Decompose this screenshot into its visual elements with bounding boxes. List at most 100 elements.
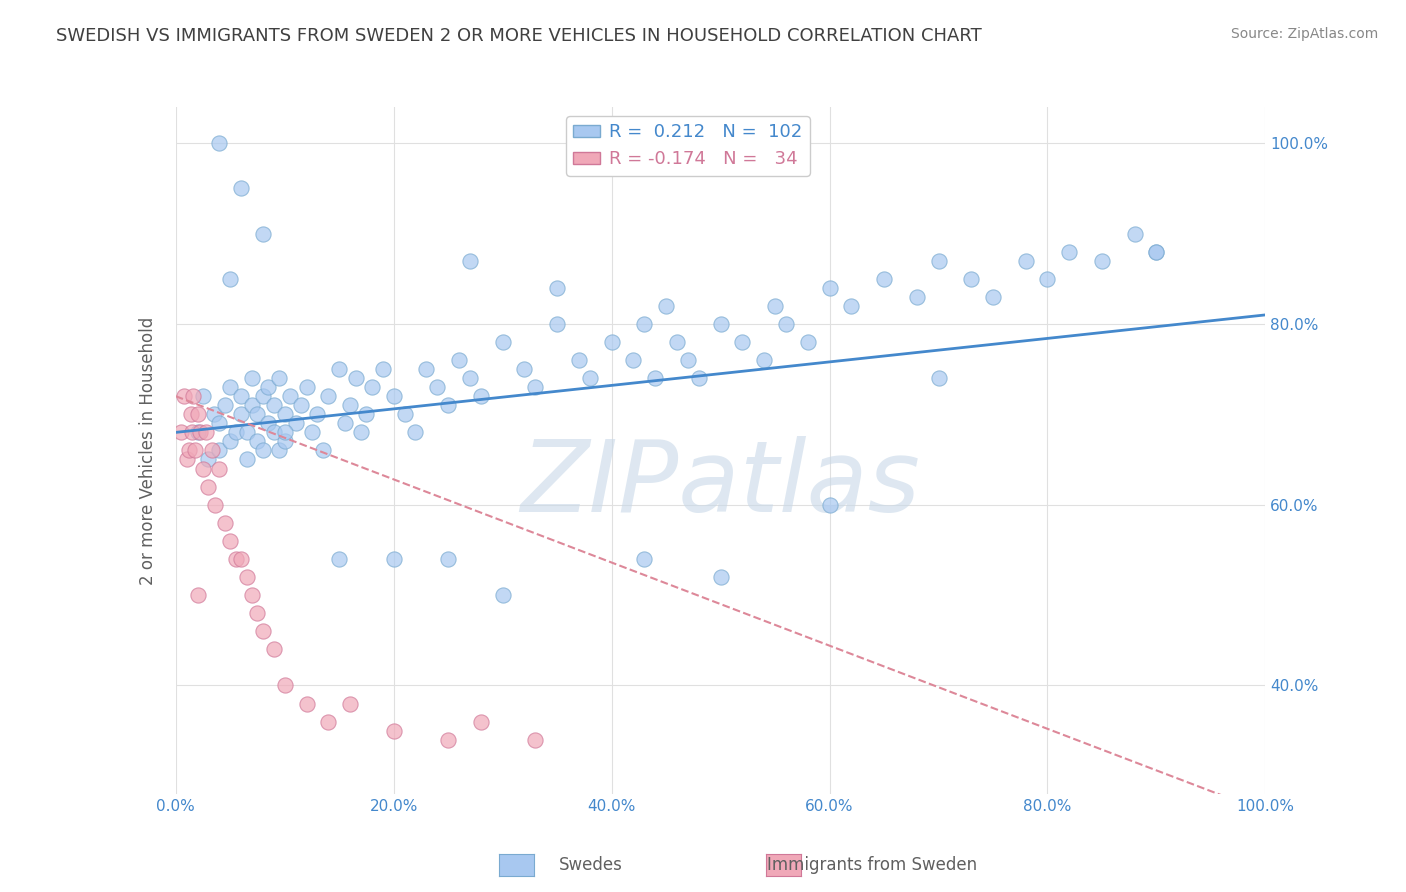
Point bbox=[231, 407, 253, 421]
Point bbox=[208, 136, 231, 151]
Point bbox=[382, 723, 405, 738]
Point bbox=[307, 407, 329, 421]
Point bbox=[818, 281, 841, 295]
Text: Source: ZipAtlas.com: Source: ZipAtlas.com bbox=[1230, 27, 1378, 41]
Point bbox=[333, 417, 356, 431]
Point bbox=[235, 425, 257, 440]
Point bbox=[1144, 244, 1167, 259]
Point bbox=[688, 371, 710, 385]
Point bbox=[252, 389, 274, 403]
Point bbox=[173, 389, 195, 403]
Point bbox=[437, 398, 460, 412]
Point bbox=[240, 588, 263, 602]
Point bbox=[492, 334, 515, 349]
Point bbox=[437, 552, 460, 566]
Point bbox=[284, 417, 307, 431]
Point bbox=[170, 425, 193, 440]
Point bbox=[180, 407, 202, 421]
Point bbox=[905, 290, 928, 304]
Point bbox=[214, 398, 236, 412]
Point bbox=[524, 732, 547, 747]
Point bbox=[763, 299, 786, 313]
Point bbox=[458, 371, 481, 385]
Point bbox=[492, 588, 515, 602]
Point bbox=[818, 498, 841, 512]
Point bbox=[568, 353, 591, 368]
Point bbox=[644, 371, 666, 385]
Point bbox=[579, 371, 602, 385]
Point bbox=[546, 317, 568, 331]
Point bbox=[633, 552, 655, 566]
Point bbox=[231, 552, 253, 566]
Point bbox=[470, 389, 492, 403]
Point bbox=[960, 271, 983, 285]
Y-axis label: 2 or more Vehicles in Household: 2 or more Vehicles in Household bbox=[139, 317, 157, 584]
Point bbox=[731, 334, 754, 349]
Point bbox=[339, 697, 361, 711]
Point bbox=[246, 606, 269, 620]
Point bbox=[274, 434, 297, 449]
Point bbox=[186, 588, 209, 602]
Point bbox=[1057, 244, 1080, 259]
Point bbox=[181, 425, 204, 440]
Point bbox=[426, 380, 449, 394]
Point bbox=[873, 271, 896, 285]
Point bbox=[1036, 271, 1059, 285]
Point bbox=[177, 443, 200, 458]
Point bbox=[655, 299, 678, 313]
Point bbox=[274, 425, 297, 440]
Point bbox=[328, 552, 350, 566]
Point bbox=[290, 398, 312, 412]
Point bbox=[204, 498, 226, 512]
Point bbox=[437, 732, 460, 747]
Text: SWEDISH VS IMMIGRANTS FROM SWEDEN 2 OR MORE VEHICLES IN HOUSEHOLD CORRELATION CH: SWEDISH VS IMMIGRANTS FROM SWEDEN 2 OR M… bbox=[56, 27, 981, 45]
Point bbox=[184, 443, 207, 458]
Point bbox=[796, 334, 818, 349]
Point bbox=[676, 353, 699, 368]
Point bbox=[470, 714, 492, 729]
Point bbox=[197, 452, 219, 467]
Point bbox=[524, 380, 547, 394]
Point bbox=[295, 697, 318, 711]
Point bbox=[339, 398, 361, 412]
Point bbox=[666, 334, 689, 349]
Point bbox=[219, 380, 242, 394]
Point bbox=[263, 425, 285, 440]
Point bbox=[274, 407, 297, 421]
Point bbox=[318, 714, 340, 729]
Point bbox=[278, 389, 301, 403]
Point bbox=[225, 552, 247, 566]
Point bbox=[219, 434, 242, 449]
Point bbox=[188, 425, 211, 440]
Point bbox=[208, 443, 231, 458]
Point bbox=[415, 362, 437, 376]
Point bbox=[775, 317, 797, 331]
Point bbox=[191, 389, 214, 403]
Point bbox=[246, 407, 269, 421]
Point bbox=[981, 290, 1004, 304]
Point bbox=[208, 461, 231, 475]
Point bbox=[382, 389, 405, 403]
Point bbox=[356, 407, 378, 421]
Point bbox=[328, 362, 350, 376]
Point bbox=[269, 443, 291, 458]
Text: Immigrants from Sweden: Immigrants from Sweden bbox=[766, 856, 977, 874]
Point bbox=[219, 533, 242, 548]
Point bbox=[371, 362, 394, 376]
Point bbox=[269, 371, 291, 385]
Point bbox=[754, 353, 776, 368]
Point bbox=[235, 570, 257, 584]
Point bbox=[246, 434, 269, 449]
Text: ZIPatlas: ZIPatlas bbox=[520, 436, 921, 533]
Point bbox=[841, 299, 863, 313]
Point bbox=[257, 380, 280, 394]
Point bbox=[405, 425, 427, 440]
Point bbox=[710, 317, 733, 331]
Point bbox=[274, 678, 297, 692]
Point bbox=[447, 353, 470, 368]
Point bbox=[263, 642, 285, 657]
Point bbox=[546, 281, 568, 295]
Point bbox=[240, 371, 263, 385]
Point bbox=[201, 443, 224, 458]
Point bbox=[1144, 244, 1167, 259]
